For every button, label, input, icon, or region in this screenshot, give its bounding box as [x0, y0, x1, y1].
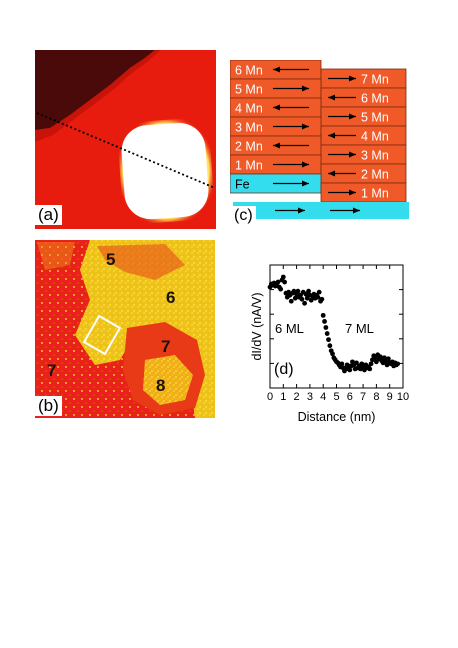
right-spin-arrow — [328, 132, 356, 139]
left-layer-label: 6 Mn — [235, 64, 263, 78]
left-spin-arrow — [273, 180, 309, 187]
x-tick-label: 9 — [387, 391, 393, 403]
data-point — [324, 331, 330, 336]
data-point — [322, 319, 327, 324]
data-point — [367, 366, 373, 372]
data-point — [320, 312, 326, 318]
fe-substrate-bar — [233, 202, 409, 219]
left-layer-label: 1 Mn — [235, 159, 263, 173]
right-spin-arrow — [328, 113, 356, 120]
left-layer-label: 2 Mn — [235, 140, 263, 154]
left-layer-label: 5 Mn — [235, 83, 263, 97]
data-point — [330, 351, 335, 357]
data-point — [377, 354, 383, 360]
right-layer-label: 3 Mn — [361, 149, 389, 163]
annotation-7ml: 7 ML — [345, 321, 374, 336]
data-point — [395, 361, 401, 367]
right-layer-label: 7 Mn — [361, 73, 389, 87]
data-point — [319, 296, 325, 302]
x-tick-label: 8 — [373, 391, 379, 403]
annotation-6ml: 6 ML — [275, 321, 304, 336]
data-point — [323, 325, 329, 330]
panel-d-label: (d) — [274, 361, 294, 378]
data-point — [299, 296, 305, 302]
right-layer-label: 5 Mn — [361, 111, 389, 125]
data-point — [315, 294, 321, 300]
left-spin-arrow — [273, 161, 309, 168]
x-tick-label: 4 — [320, 391, 326, 403]
left-spin-arrow — [273, 123, 309, 130]
region-label-8: 8 — [156, 376, 166, 395]
x-tick-label: 1 — [280, 391, 286, 403]
panel-a-topograph — [35, 50, 216, 229]
substrate-spin-arrow — [275, 207, 305, 214]
substrate-spin-arrow — [330, 207, 360, 214]
panel-a-stm-image: (a) — [35, 50, 216, 229]
x-axis-label: Distance (nm) — [298, 410, 376, 424]
x-tick-label: 7 — [360, 391, 366, 403]
left-layer-label: 3 Mn — [235, 121, 263, 135]
left-spin-arrow — [273, 104, 309, 111]
y-axis-label: dI/dV (nA/V) — [250, 292, 264, 360]
panel-c-layers: 6 Mn 7 Mn 5 Mn 6 Mn 4 Mn 5 Mn 3 Mn 4 Mn 2 Mn 3 Mn… — [230, 60, 409, 219]
data-point — [275, 279, 281, 285]
region-label-6: 6 — [166, 288, 176, 307]
x-tick-label: 10 — [397, 391, 409, 403]
data-point — [327, 343, 333, 349]
right-spin-arrow — [328, 94, 356, 101]
data-point — [308, 297, 314, 303]
data-point — [282, 279, 288, 285]
data-point — [278, 286, 284, 292]
panel-d-chart: 0 1 2 3 4 5 6 7 8 9 10 Distance (nm) dI/dV (nA/V) 6 M… — [250, 264, 409, 424]
data-point — [344, 362, 350, 368]
x-tick-label: 5 — [333, 391, 339, 403]
right-spin-arrow — [328, 189, 356, 196]
region-label-5: 5 — [106, 250, 116, 269]
panel-b-label: (b) — [35, 396, 62, 416]
x-tick-label: 0 — [267, 391, 273, 403]
left-layer-label: 4 Mn — [235, 102, 263, 116]
x-tick-label: 6 — [347, 391, 353, 403]
panel-c-spin-diagram: 6 Mn 7 Mn 5 Mn 6 Mn 4 Mn 5 Mn 3 Mn 4 Mn 2 Mn 3 Mn… — [230, 60, 416, 230]
left-spin-arrow — [273, 85, 309, 92]
left-spin-arrow — [273, 142, 309, 149]
data-point — [326, 337, 331, 343]
panel-b-didv-map: 5 6 7 7 8 (b) — [35, 240, 215, 418]
panel-a-label: (a) — [35, 205, 62, 225]
x-tick-label: 3 — [307, 391, 313, 403]
data-point — [316, 289, 322, 295]
panel-b-map-image — [35, 240, 215, 418]
left-layer-label: Fe — [235, 178, 250, 192]
panel-d-line-profile: 0 1 2 3 4 5 6 7 8 9 10 Distance (nm) dI/dV (nA/V) 6 M… — [248, 255, 418, 425]
data-point — [368, 361, 374, 367]
data-point — [339, 361, 345, 367]
data-point — [385, 356, 391, 362]
right-spin-arrow — [328, 75, 356, 82]
data-point — [295, 288, 301, 294]
data-point — [347, 367, 353, 373]
data-point — [302, 300, 307, 306]
right-layer-label: 6 Mn — [361, 92, 389, 106]
data-point — [292, 295, 298, 301]
data-point — [280, 274, 286, 280]
data-point — [306, 288, 311, 294]
region-label-7-right: 7 — [161, 337, 171, 356]
region-label-7-left: 7 — [47, 361, 57, 380]
left-spin-arrow — [273, 66, 309, 73]
panel-c-label: (c) — [231, 206, 256, 226]
data-point — [288, 298, 294, 304]
right-spin-arrow — [328, 170, 356, 177]
right-layer-label: 2 Mn — [361, 168, 389, 182]
right-layer-label: 4 Mn — [361, 130, 389, 144]
x-tick-label: 2 — [294, 391, 300, 403]
right-spin-arrow — [328, 151, 356, 158]
right-layer-label: 1 Mn — [361, 187, 389, 201]
